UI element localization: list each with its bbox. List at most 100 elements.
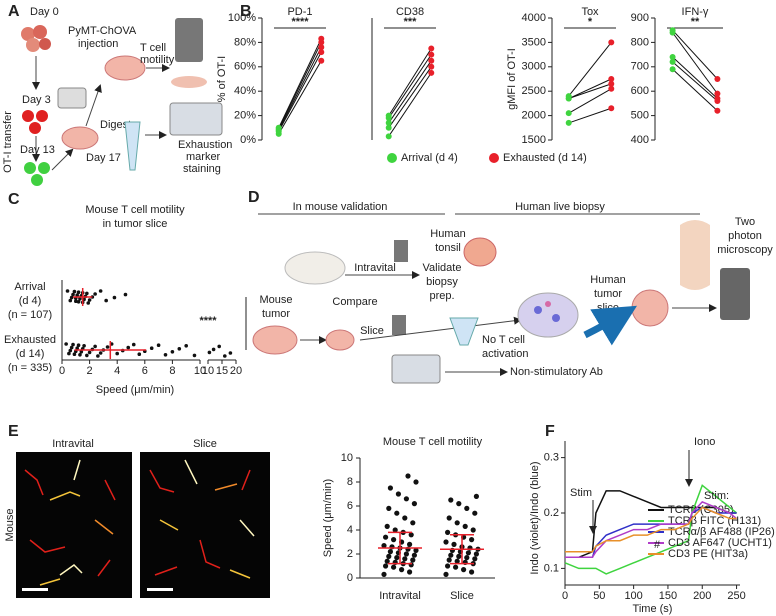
point (98, 289, 103, 293)
cytometer-icon (169, 102, 223, 136)
point (669, 27, 676, 34)
point (454, 520, 460, 526)
red-cells (22, 110, 48, 134)
point (386, 553, 392, 560)
point (428, 69, 435, 76)
point (67, 351, 71, 356)
microscope-icon (720, 268, 750, 320)
point (473, 493, 479, 499)
point (318, 44, 325, 51)
section-header: Human live biopsy (515, 201, 605, 213)
green-cells (24, 162, 50, 186)
point (87, 298, 92, 302)
panel-label: B (240, 3, 252, 20)
point (402, 515, 408, 521)
point (76, 343, 81, 348)
point (112, 295, 117, 300)
point (443, 539, 449, 545)
tumor (61, 126, 99, 150)
point (105, 345, 110, 349)
pair-line (672, 29, 718, 80)
point (391, 564, 397, 570)
annotation: OT-I transfer (2, 111, 14, 173)
chart-title: CD38 (396, 6, 424, 18)
point (126, 345, 131, 350)
day-label: Day 17 (86, 152, 121, 164)
annotation: biopsy (426, 276, 458, 288)
annotation: Validate (423, 262, 462, 274)
point (403, 551, 409, 557)
point (608, 39, 615, 46)
pair-line (388, 66, 432, 129)
tumor-cells (21, 25, 51, 52)
point (714, 95, 721, 102)
point (462, 523, 468, 530)
series-line (565, 506, 737, 553)
point (223, 354, 227, 358)
pair-line (568, 107, 612, 124)
point (565, 93, 572, 100)
point (85, 353, 89, 358)
annotation: tonsil (435, 242, 461, 254)
point (85, 291, 89, 296)
image (16, 452, 132, 598)
point (456, 501, 462, 507)
human-slice (631, 289, 669, 327)
point (565, 110, 572, 117)
x-tick-label: 4 (114, 365, 120, 377)
point (714, 90, 721, 97)
tracks (24, 459, 255, 586)
annotation: Iono (694, 436, 715, 448)
x-tick-label: 8 (169, 365, 175, 377)
point (74, 299, 78, 304)
point (207, 350, 212, 355)
annotation: marker (186, 151, 221, 163)
y-tick-label: 600 (631, 85, 649, 97)
y-tick-label: 400 (631, 134, 649, 146)
annotation: Non-stimulatory Ab (510, 366, 603, 378)
point (405, 473, 411, 479)
point (384, 523, 390, 530)
annotation: T cell (140, 42, 166, 54)
chart-title: IFN-γ (682, 6, 709, 18)
y-tick-label: 4 (347, 524, 353, 536)
y-tick-label: 6 (347, 500, 353, 512)
point (456, 553, 462, 560)
point (386, 505, 392, 511)
point (192, 353, 197, 358)
point (399, 567, 405, 573)
point (93, 344, 97, 349)
annotation: staining (183, 163, 221, 175)
cell-dish (517, 292, 579, 338)
x-tick-label: 15 (216, 365, 228, 377)
legend-swatch (387, 153, 397, 163)
point (163, 353, 168, 357)
chart-title: Mouse T cell motility (85, 204, 185, 216)
pair-line (388, 54, 432, 119)
point (93, 292, 97, 296)
panel-label: A (8, 3, 20, 20)
slice-dish (171, 76, 207, 88)
y-axis-label: Speed (μm/min) (322, 479, 334, 557)
point (228, 351, 233, 355)
y-tick-label: 2500 (522, 85, 546, 97)
annotation: tumor (594, 288, 622, 300)
point (445, 563, 451, 569)
point (411, 501, 417, 507)
x-tick-label: 20 (230, 365, 242, 377)
mouse-icon (284, 251, 346, 285)
point (384, 558, 390, 564)
point (461, 567, 467, 573)
human-icon (680, 220, 710, 290)
point (669, 66, 676, 73)
point (445, 529, 451, 536)
pair-line (278, 38, 322, 129)
series-line (565, 501, 738, 559)
point (76, 300, 81, 304)
point (428, 45, 435, 52)
point (131, 342, 136, 347)
point (383, 563, 389, 569)
point (156, 343, 161, 348)
pair-line (388, 72, 432, 137)
point (669, 54, 676, 61)
